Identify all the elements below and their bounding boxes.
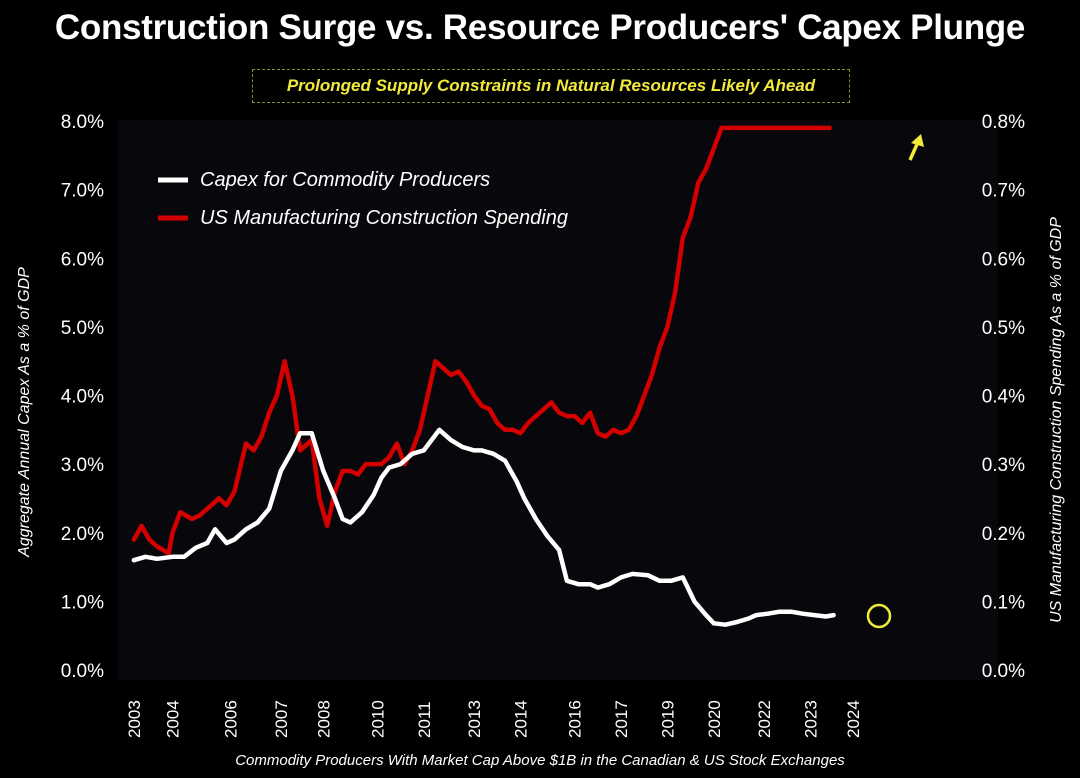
left-tick-label: 8.0%: [61, 112, 104, 133]
x-tick-label: 2024: [844, 700, 863, 738]
x-tick-label: 2011: [415, 701, 434, 738]
x-tick-label: 2014: [511, 700, 530, 738]
left-axis-ticks: 0.0% 1.0% 2.0% 3.0% 4.0% 5.0% 6.0% 7.0% 8.0%: [61, 112, 104, 682]
plot-background: [118, 120, 998, 680]
x-tick-label: 2010: [368, 700, 387, 738]
x-tick-label: 2016: [566, 700, 585, 738]
left-tick-label: 4.0%: [61, 387, 104, 408]
left-tick-label: 0.0%: [61, 661, 104, 682]
upward-arrow-icon: [908, 134, 924, 161]
capex-commodity-producers-line: [131, 427, 836, 627]
right-tick-label: 0.3%: [982, 455, 1025, 476]
us-manufacturing-construction-line: [131, 125, 832, 556]
right-axis-label: US Manufacturing Construction Spending A…: [1048, 217, 1065, 623]
right-tick-label: 0.1%: [982, 592, 1025, 613]
chart-subtitle-text: Prolonged Supply Constraints in Natural …: [286, 76, 816, 95]
x-tick-label: 2020: [705, 700, 724, 738]
series-lines: [131, 125, 836, 627]
legend-label-construction: US Manufacturing Construction Spending: [200, 207, 568, 229]
left-tick-label: 6.0%: [61, 249, 104, 270]
right-axis-ticks: 0.0% 0.1% 0.2% 0.3% 0.4% 0.5% 0.6% 0.7% 0.8%: [982, 112, 1025, 682]
left-tick-label: 7.0%: [61, 181, 104, 202]
x-tick-label: 2008: [314, 700, 333, 738]
x-tick-label: 2022: [755, 700, 774, 738]
x-tick-label: 2013: [465, 700, 484, 738]
right-tick-label: 0.6%: [982, 249, 1025, 270]
latest-capex-highlight-circle: [866, 603, 892, 629]
chart-title: Construction Surge vs. Resource Producer…: [54, 8, 1026, 47]
x-tick-label: 2004: [164, 700, 183, 738]
left-tick-label: 2.0%: [61, 524, 104, 545]
left-axis-label: Aggregate Annual Capex As a % of GDP: [16, 267, 33, 558]
x-tick-label: 2023: [801, 700, 820, 738]
x-axis-ticks: 2003 2004 2006 2007 2008 2010 2011 2013 2014 2016…: [125, 700, 863, 738]
x-tick-label: 2019: [658, 700, 677, 738]
right-tick-label: 0.7%: [982, 181, 1025, 202]
right-tick-label: 0.4%: [982, 387, 1025, 408]
chart-footnote: Commodity Producers With Market Cap Abov…: [235, 752, 845, 769]
x-tick-label: 2007: [272, 700, 291, 738]
right-tick-label: 0.0%: [982, 661, 1025, 682]
left-tick-label: 3.0%: [61, 455, 104, 476]
legend-label-capex: Capex for Commodity Producers: [200, 169, 490, 191]
x-tick-label: 2006: [222, 700, 241, 738]
right-tick-label: 0.2%: [982, 524, 1025, 545]
right-tick-label: 0.8%: [982, 112, 1025, 133]
legend: Capex for Commodity Producers US Manufac…: [158, 169, 568, 229]
x-tick-label: 2017: [612, 700, 631, 738]
left-tick-label: 1.0%: [61, 592, 104, 613]
right-tick-label: 0.5%: [982, 318, 1025, 339]
left-tick-label: 5.0%: [61, 318, 104, 339]
chart-subtitle: Prolonged Supply Constraints in Natural …: [252, 69, 850, 103]
x-tick-label: 2003: [125, 700, 144, 738]
